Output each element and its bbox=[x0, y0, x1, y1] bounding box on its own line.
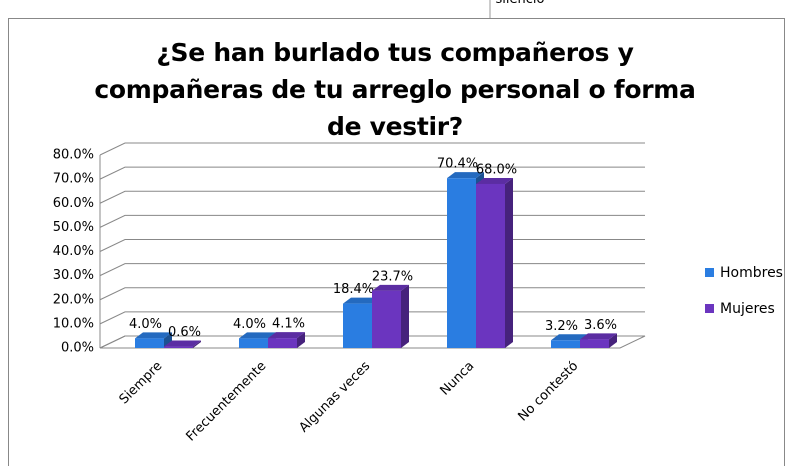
value-label: 23.7% bbox=[372, 269, 413, 284]
legend-swatch bbox=[705, 304, 714, 313]
grid-line bbox=[99, 142, 645, 156]
value-label: 0.6% bbox=[168, 325, 201, 340]
grid-line bbox=[99, 239, 645, 252]
bar-side bbox=[193, 340, 201, 348]
bar-top bbox=[372, 284, 409, 291]
legend-label: Hombres bbox=[720, 265, 783, 281]
bar-front bbox=[268, 338, 297, 348]
x-tick-label: Algunas veces bbox=[296, 359, 373, 436]
grid-line bbox=[99, 214, 645, 228]
bar bbox=[268, 332, 305, 348]
bar-front bbox=[551, 340, 580, 348]
bar-top bbox=[343, 297, 380, 304]
legend-label: Mujeres bbox=[720, 301, 775, 317]
bar bbox=[476, 177, 513, 348]
bar-side bbox=[164, 332, 172, 348]
value-label: 4.0% bbox=[129, 317, 162, 332]
y-tick-label: 50.0% bbox=[53, 220, 94, 235]
bar-top bbox=[268, 332, 305, 339]
value-label: 4.1% bbox=[272, 317, 305, 332]
x-tick-label: No contestó bbox=[515, 359, 581, 425]
bar-front bbox=[164, 346, 193, 348]
value-label: 68.0% bbox=[476, 162, 517, 177]
bar bbox=[135, 332, 172, 348]
grid-line bbox=[99, 166, 645, 180]
y-tick-label: 30.0% bbox=[53, 268, 94, 283]
bar-side bbox=[297, 332, 305, 348]
y-tick-label: 20.0% bbox=[53, 292, 94, 307]
chart-title: ¿Se han burlado tus compañeros y compañe… bbox=[94, 38, 696, 141]
x-tick-label: Siempre bbox=[117, 359, 166, 408]
x-tick-label: Frecuentemente bbox=[184, 359, 270, 445]
bar-front bbox=[239, 338, 268, 348]
header-fragment: silencio bbox=[480, 0, 560, 7]
value-label: 70.4% bbox=[437, 157, 478, 172]
bar-front bbox=[447, 178, 476, 348]
y-tick-label: 0.0% bbox=[61, 341, 94, 356]
x-tick-label: Nunca bbox=[437, 359, 477, 399]
value-label: 4.0% bbox=[233, 317, 266, 332]
y-tick-label: 80.0% bbox=[53, 148, 94, 163]
bar-top bbox=[580, 333, 617, 340]
value-label: 18.4% bbox=[333, 282, 374, 297]
bar bbox=[580, 333, 617, 348]
bar-front bbox=[372, 290, 401, 348]
chart-border bbox=[8, 18, 785, 466]
legend-swatch bbox=[705, 268, 714, 277]
value-label: 3.2% bbox=[545, 319, 578, 334]
bar-top bbox=[239, 332, 276, 339]
bar-front bbox=[135, 338, 164, 348]
bar-side bbox=[401, 284, 409, 348]
y-tick-label: 60.0% bbox=[53, 196, 94, 211]
bar-front bbox=[476, 183, 505, 348]
bar-side bbox=[505, 177, 513, 348]
bar-front bbox=[343, 303, 372, 348]
bar-front bbox=[580, 339, 609, 348]
bar bbox=[164, 340, 201, 348]
grid-line bbox=[99, 190, 645, 204]
bar-top bbox=[164, 340, 201, 347]
y-tick-label: 40.0% bbox=[53, 244, 94, 259]
bar-top bbox=[476, 177, 513, 184]
bar-side bbox=[609, 333, 617, 348]
bar-top bbox=[551, 334, 588, 341]
y-tick-label: 70.0% bbox=[53, 172, 94, 187]
bar bbox=[372, 284, 409, 348]
bar-top bbox=[135, 332, 172, 339]
value-label: 3.6% bbox=[584, 318, 617, 333]
bar-top bbox=[447, 172, 484, 179]
y-tick-label: 10.0% bbox=[53, 316, 94, 331]
